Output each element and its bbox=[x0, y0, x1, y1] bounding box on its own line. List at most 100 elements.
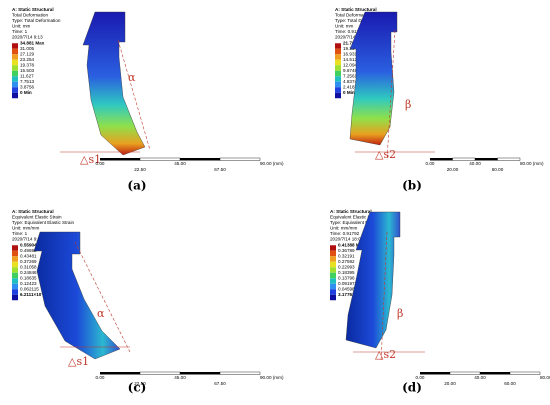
panel-label: (c) bbox=[128, 381, 147, 395]
scale-bar-segment bbox=[452, 157, 476, 161]
legend-swatch bbox=[12, 245, 18, 251]
header-line: 2020/7/14 18:05 bbox=[335, 35, 369, 40]
reference-line bbox=[117, 39, 151, 151]
header-line: Unit: mm/mm bbox=[330, 226, 357, 231]
legend-swatch bbox=[335, 92, 341, 99]
legend-swatch bbox=[335, 43, 341, 49]
scale-label: 0.00 bbox=[426, 161, 435, 166]
legend-swatch bbox=[330, 278, 336, 284]
legend-label: 0 Min bbox=[20, 90, 32, 95]
scale-bar-segment bbox=[475, 158, 498, 161]
legend-label: 0.41388 Max bbox=[338, 242, 365, 247]
scale-label: 40.00 bbox=[474, 375, 486, 380]
header-line: Equivalent Elastic Strain bbox=[12, 215, 62, 220]
model-shape bbox=[345, 211, 401, 349]
angle-symbol: α bbox=[128, 71, 136, 84]
legend-label: 0.18395 bbox=[338, 270, 355, 275]
legend-label: 0 Min bbox=[343, 90, 355, 95]
legend-swatch bbox=[330, 250, 336, 257]
legend-swatch bbox=[12, 43, 18, 49]
legend-swatch bbox=[12, 54, 18, 60]
scale-label: 20.00 bbox=[447, 167, 459, 172]
header-line: Unit: mm bbox=[335, 24, 354, 29]
scale-label: 90.00 (mm) bbox=[260, 161, 284, 166]
legend-label: 0.49692 bbox=[20, 248, 37, 253]
panel-label: (a) bbox=[127, 179, 146, 193]
panel-label: (d) bbox=[402, 381, 422, 395]
legend-label: 11.627 bbox=[20, 73, 34, 78]
scale-bar-segment bbox=[219, 371, 261, 375]
panel-label: (b) bbox=[402, 179, 422, 193]
header-line: 2020/7/14 9:16 bbox=[12, 237, 43, 242]
legend-swatch bbox=[12, 256, 18, 262]
legend-label: 0.13796 bbox=[338, 275, 355, 280]
scale-label: 22.50 bbox=[134, 167, 146, 172]
scale-label: 60.00 bbox=[504, 381, 516, 386]
header-line: 2020/7/14 9:13 bbox=[12, 35, 43, 40]
legend-label: 7.7513 bbox=[20, 79, 34, 84]
legend-label: 0.32191 bbox=[338, 253, 355, 258]
scale-label: 80.00 (mm) bbox=[540, 375, 550, 380]
header-line: Equivalent Elastic Strain bbox=[330, 215, 380, 220]
scale-bar-segment bbox=[480, 372, 510, 375]
legend-swatch bbox=[12, 294, 18, 301]
scale-label: 80.00 (mm) bbox=[520, 161, 544, 166]
reference-line bbox=[74, 241, 131, 353]
scale-label: 45.00 bbox=[174, 375, 186, 380]
legend-label: 0.091973 bbox=[338, 281, 358, 286]
legend-label: 0.37269 bbox=[20, 259, 37, 264]
legend-swatch bbox=[12, 87, 18, 93]
legend-label: 14.512 bbox=[343, 57, 357, 62]
legend-swatch bbox=[12, 48, 18, 55]
angle-symbol: α bbox=[97, 307, 105, 320]
header-line: Unit: mm/mm bbox=[12, 226, 39, 231]
scale-label: 0.00 bbox=[96, 375, 105, 380]
header-line: Unit: mm bbox=[12, 24, 31, 29]
legend-swatch bbox=[12, 59, 18, 66]
legend-label: 27.129 bbox=[20, 51, 34, 56]
legend-swatch bbox=[330, 294, 336, 301]
scale-bar-segment bbox=[420, 372, 450, 375]
scale-label: 20.00 bbox=[444, 381, 456, 386]
legend-label: 0.12423 bbox=[20, 281, 37, 286]
legend-swatch bbox=[335, 87, 341, 93]
header-line: A: Static Structural bbox=[330, 209, 372, 214]
legend-label: 7.2561 bbox=[343, 73, 357, 78]
header-line: A: Static Structural bbox=[335, 7, 377, 12]
legend-swatch bbox=[335, 59, 341, 66]
legend-swatch bbox=[335, 70, 341, 77]
scale-bar-segment bbox=[449, 371, 481, 375]
scale-label: 45.00 bbox=[174, 161, 186, 166]
legend-swatch bbox=[335, 76, 341, 82]
model-shape bbox=[349, 11, 398, 146]
legend-swatch bbox=[330, 283, 336, 290]
legend-swatch bbox=[12, 267, 18, 273]
legend-label: 23.254 bbox=[20, 57, 34, 62]
legend-swatch bbox=[12, 70, 18, 77]
scale-label: 67.50 bbox=[214, 381, 226, 386]
legend-label: 9.6748 bbox=[343, 68, 357, 73]
legend-swatch bbox=[12, 65, 18, 71]
legend-swatch bbox=[12, 81, 18, 88]
scale-label: 40.00 bbox=[469, 161, 481, 166]
legend-label: 3.8756 bbox=[20, 84, 34, 89]
scale-label: 0.00 bbox=[96, 161, 105, 166]
legend-label: 31.005 bbox=[20, 46, 34, 51]
scale-label: 22.50 bbox=[134, 381, 146, 386]
model-shape bbox=[33, 231, 121, 360]
legend-swatch bbox=[12, 289, 18, 295]
legend-swatch bbox=[335, 65, 341, 71]
header-line: Total Deformation bbox=[335, 13, 371, 18]
scale-bar-segment bbox=[180, 158, 220, 161]
legend-label: 0.31058 bbox=[20, 264, 37, 269]
legend-label: 15.503 bbox=[20, 68, 34, 73]
legend-label: 34.881 Max bbox=[20, 40, 45, 45]
scale-bar-segment bbox=[100, 158, 140, 161]
legend-label: 0.062115 bbox=[20, 286, 39, 291]
angle-symbol: β bbox=[397, 307, 403, 320]
legend-label: 0.22993 bbox=[338, 264, 355, 269]
legend-label: 19.35 bbox=[343, 46, 355, 51]
